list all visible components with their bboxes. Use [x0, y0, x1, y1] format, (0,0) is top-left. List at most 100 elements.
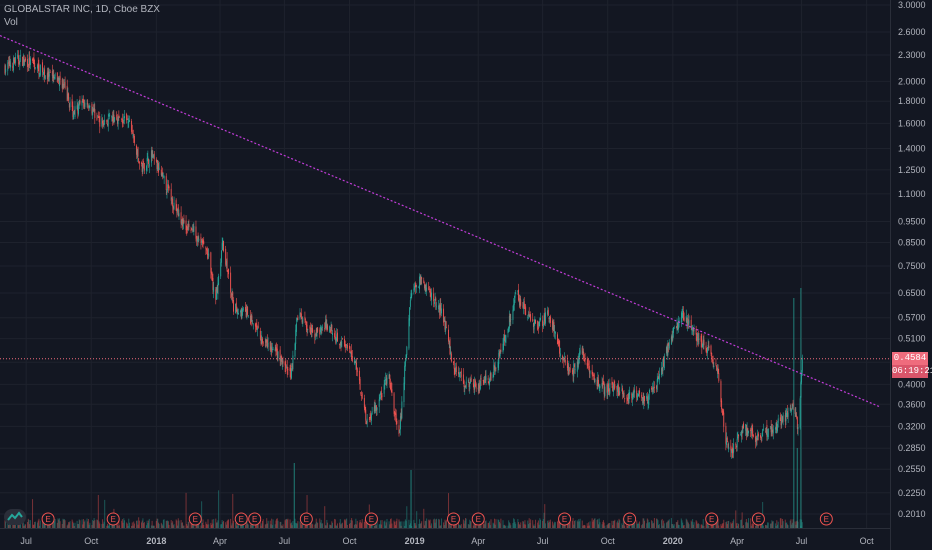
candle-body[interactable] — [329, 329, 331, 333]
candle-body[interactable] — [731, 446, 733, 452]
candle-body[interactable] — [621, 389, 623, 391]
candle-body[interactable] — [390, 383, 391, 390]
candle-body[interactable] — [478, 382, 480, 392]
candle-body[interactable] — [305, 321, 307, 327]
candle-body[interactable] — [78, 102, 80, 104]
candle-body[interactable] — [722, 411, 724, 415]
candle-body[interactable] — [69, 101, 71, 108]
candle-body[interactable] — [210, 252, 212, 273]
candle-body[interactable] — [245, 307, 246, 312]
candle-body[interactable] — [652, 388, 654, 390]
candle-body[interactable] — [424, 284, 426, 291]
candle-body[interactable] — [116, 114, 118, 120]
candle-body[interactable] — [136, 149, 138, 158]
candle-body[interactable] — [29, 58, 31, 66]
candle-body[interactable] — [632, 393, 633, 400]
candle-body[interactable] — [782, 416, 783, 422]
candle-body[interactable] — [93, 107, 95, 111]
price-axis[interactable]: 3.00002.60002.30002.00001.80001.60001.40… — [890, 0, 932, 550]
candle-body[interactable] — [167, 184, 169, 189]
candle-body[interactable] — [73, 110, 75, 115]
candle-body[interactable] — [470, 378, 471, 384]
candle-body[interactable] — [647, 402, 649, 404]
candle-body[interactable] — [287, 368, 289, 370]
candle-body[interactable] — [346, 344, 348, 349]
candle-body[interactable] — [261, 336, 263, 343]
candle-body[interactable] — [300, 312, 302, 314]
candle-body[interactable] — [195, 226, 197, 239]
candle-body[interactable] — [642, 396, 644, 404]
candle-body[interactable] — [624, 398, 626, 400]
candle-body[interactable] — [450, 353, 452, 362]
candle-body[interactable] — [156, 160, 158, 170]
candle-body[interactable] — [772, 429, 774, 433]
candle-body[interactable] — [726, 437, 728, 442]
candle-body[interactable] — [484, 376, 486, 383]
candle-body[interactable] — [87, 106, 89, 108]
candle-body[interactable] — [549, 316, 551, 318]
candle-body[interactable] — [152, 155, 154, 159]
candle-body[interactable] — [761, 435, 763, 437]
candle-body[interactable] — [157, 163, 159, 171]
candle-body[interactable] — [767, 434, 769, 437]
candle-body[interactable] — [716, 366, 718, 371]
candle-body[interactable] — [716, 368, 718, 373]
candle-body[interactable] — [310, 327, 312, 335]
candle-body[interactable] — [705, 345, 707, 352]
candle-body[interactable] — [312, 329, 314, 333]
candle-body[interactable] — [554, 331, 556, 334]
candle-body[interactable] — [611, 382, 613, 385]
candle-body[interactable] — [424, 284, 425, 289]
candle-body[interactable] — [212, 277, 214, 291]
candle-body[interactable] — [428, 288, 430, 290]
candle-body[interactable] — [779, 417, 781, 421]
candle-body[interactable] — [218, 276, 220, 286]
candle-body[interactable] — [604, 386, 606, 396]
candle-body[interactable] — [76, 105, 78, 109]
candle-body[interactable] — [371, 411, 373, 414]
candle-body[interactable] — [657, 377, 659, 381]
candle-body[interactable] — [687, 319, 689, 325]
candle-body[interactable] — [170, 188, 172, 201]
candle-body[interactable] — [514, 294, 516, 298]
candle-body[interactable] — [593, 374, 595, 381]
candle-body[interactable] — [470, 377, 472, 382]
earnings-marker[interactable] — [106, 512, 120, 526]
candle-body[interactable] — [222, 239, 224, 246]
candle-body[interactable] — [593, 374, 595, 376]
candle-body[interactable] — [638, 390, 640, 397]
candle-body[interactable] — [381, 395, 383, 397]
candle-body[interactable] — [444, 319, 446, 330]
candle-body[interactable] — [336, 334, 338, 338]
candle-body[interactable] — [177, 208, 179, 212]
candle-body[interactable] — [726, 437, 728, 445]
candle-body[interactable] — [737, 436, 739, 438]
candle-body[interactable] — [750, 430, 752, 434]
candle-body[interactable] — [469, 384, 471, 390]
candle-body[interactable] — [18, 61, 20, 65]
candle-body[interactable] — [8, 60, 10, 63]
candle-body[interactable] — [718, 373, 720, 381]
candle-body[interactable] — [56, 72, 58, 83]
candle-body[interactable] — [757, 433, 759, 437]
candle-body[interactable] — [492, 374, 494, 379]
candle-body[interactable] — [378, 399, 380, 407]
candle-body[interactable] — [172, 206, 174, 209]
candle-body[interactable] — [683, 317, 685, 321]
candle-body[interactable] — [755, 437, 757, 444]
candle-body[interactable] — [613, 382, 615, 384]
candle-body[interactable] — [211, 271, 212, 275]
candle-body[interactable] — [13, 59, 15, 62]
candle-body[interactable] — [79, 100, 81, 104]
candle-body[interactable] — [429, 291, 431, 293]
candle-body[interactable] — [745, 424, 747, 436]
candle-body[interactable] — [198, 238, 200, 241]
candle-body[interactable] — [227, 270, 229, 272]
candle-body[interactable] — [398, 425, 400, 434]
candle-body[interactable] — [162, 175, 164, 177]
candle-body[interactable] — [564, 359, 566, 363]
candle-body[interactable] — [314, 334, 316, 338]
candle-body[interactable] — [354, 362, 356, 364]
candle-body[interactable] — [242, 308, 244, 312]
